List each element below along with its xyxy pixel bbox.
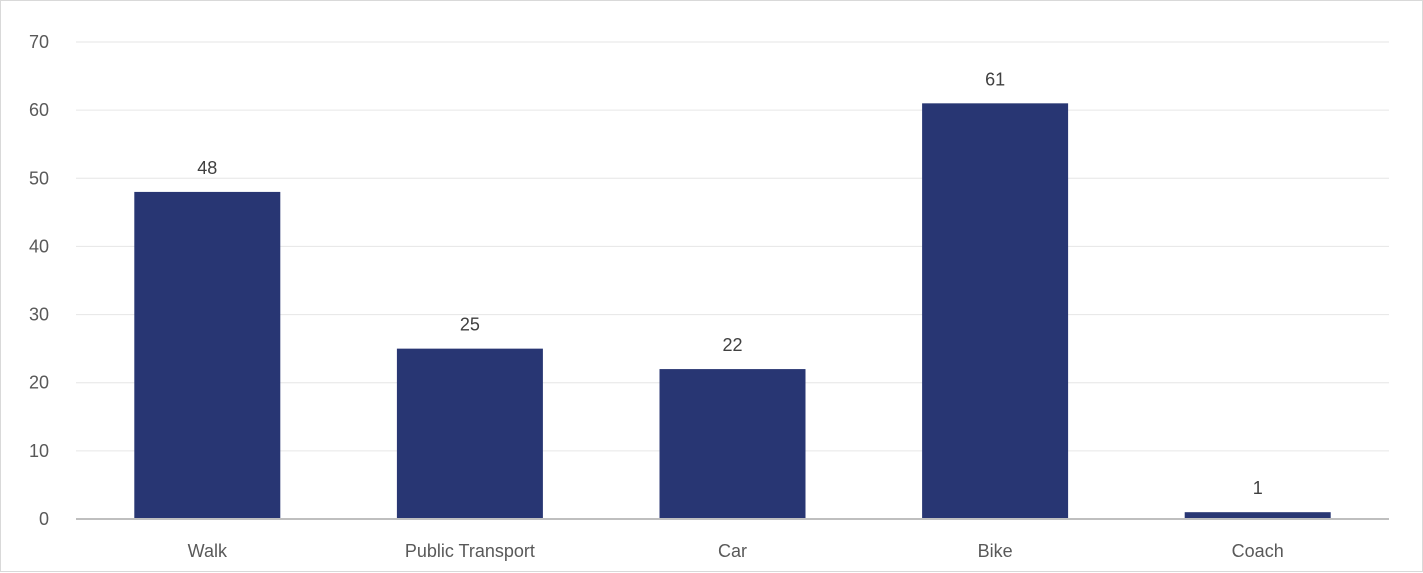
y-tick-label: 20 — [29, 373, 49, 393]
x-tick-label: Coach — [1232, 541, 1284, 561]
y-tick-label: 70 — [29, 32, 49, 52]
y-tick-label: 40 — [29, 236, 49, 256]
data-label: 1 — [1253, 478, 1263, 498]
y-tick-label: 50 — [29, 168, 49, 188]
data-label: 25 — [460, 315, 480, 335]
bar-coach — [1184, 512, 1331, 519]
data-label: 48 — [197, 158, 217, 178]
bar-bike — [922, 103, 1069, 519]
bar-car — [659, 369, 806, 519]
y-tick-label: 0 — [39, 509, 49, 529]
y-tick-label: 60 — [29, 100, 49, 120]
bar-walk — [134, 191, 281, 519]
y-tick-label: 30 — [29, 305, 49, 325]
data-label: 61 — [985, 69, 1005, 89]
y-tick-label: 10 — [29, 441, 49, 461]
bar-public-transport — [396, 348, 543, 519]
x-tick-label: Car — [718, 541, 747, 561]
x-tick-label: Bike — [978, 541, 1013, 561]
x-tick-label: Walk — [188, 541, 228, 561]
x-tick-label: Public Transport — [405, 541, 535, 561]
data-label: 22 — [722, 335, 742, 355]
